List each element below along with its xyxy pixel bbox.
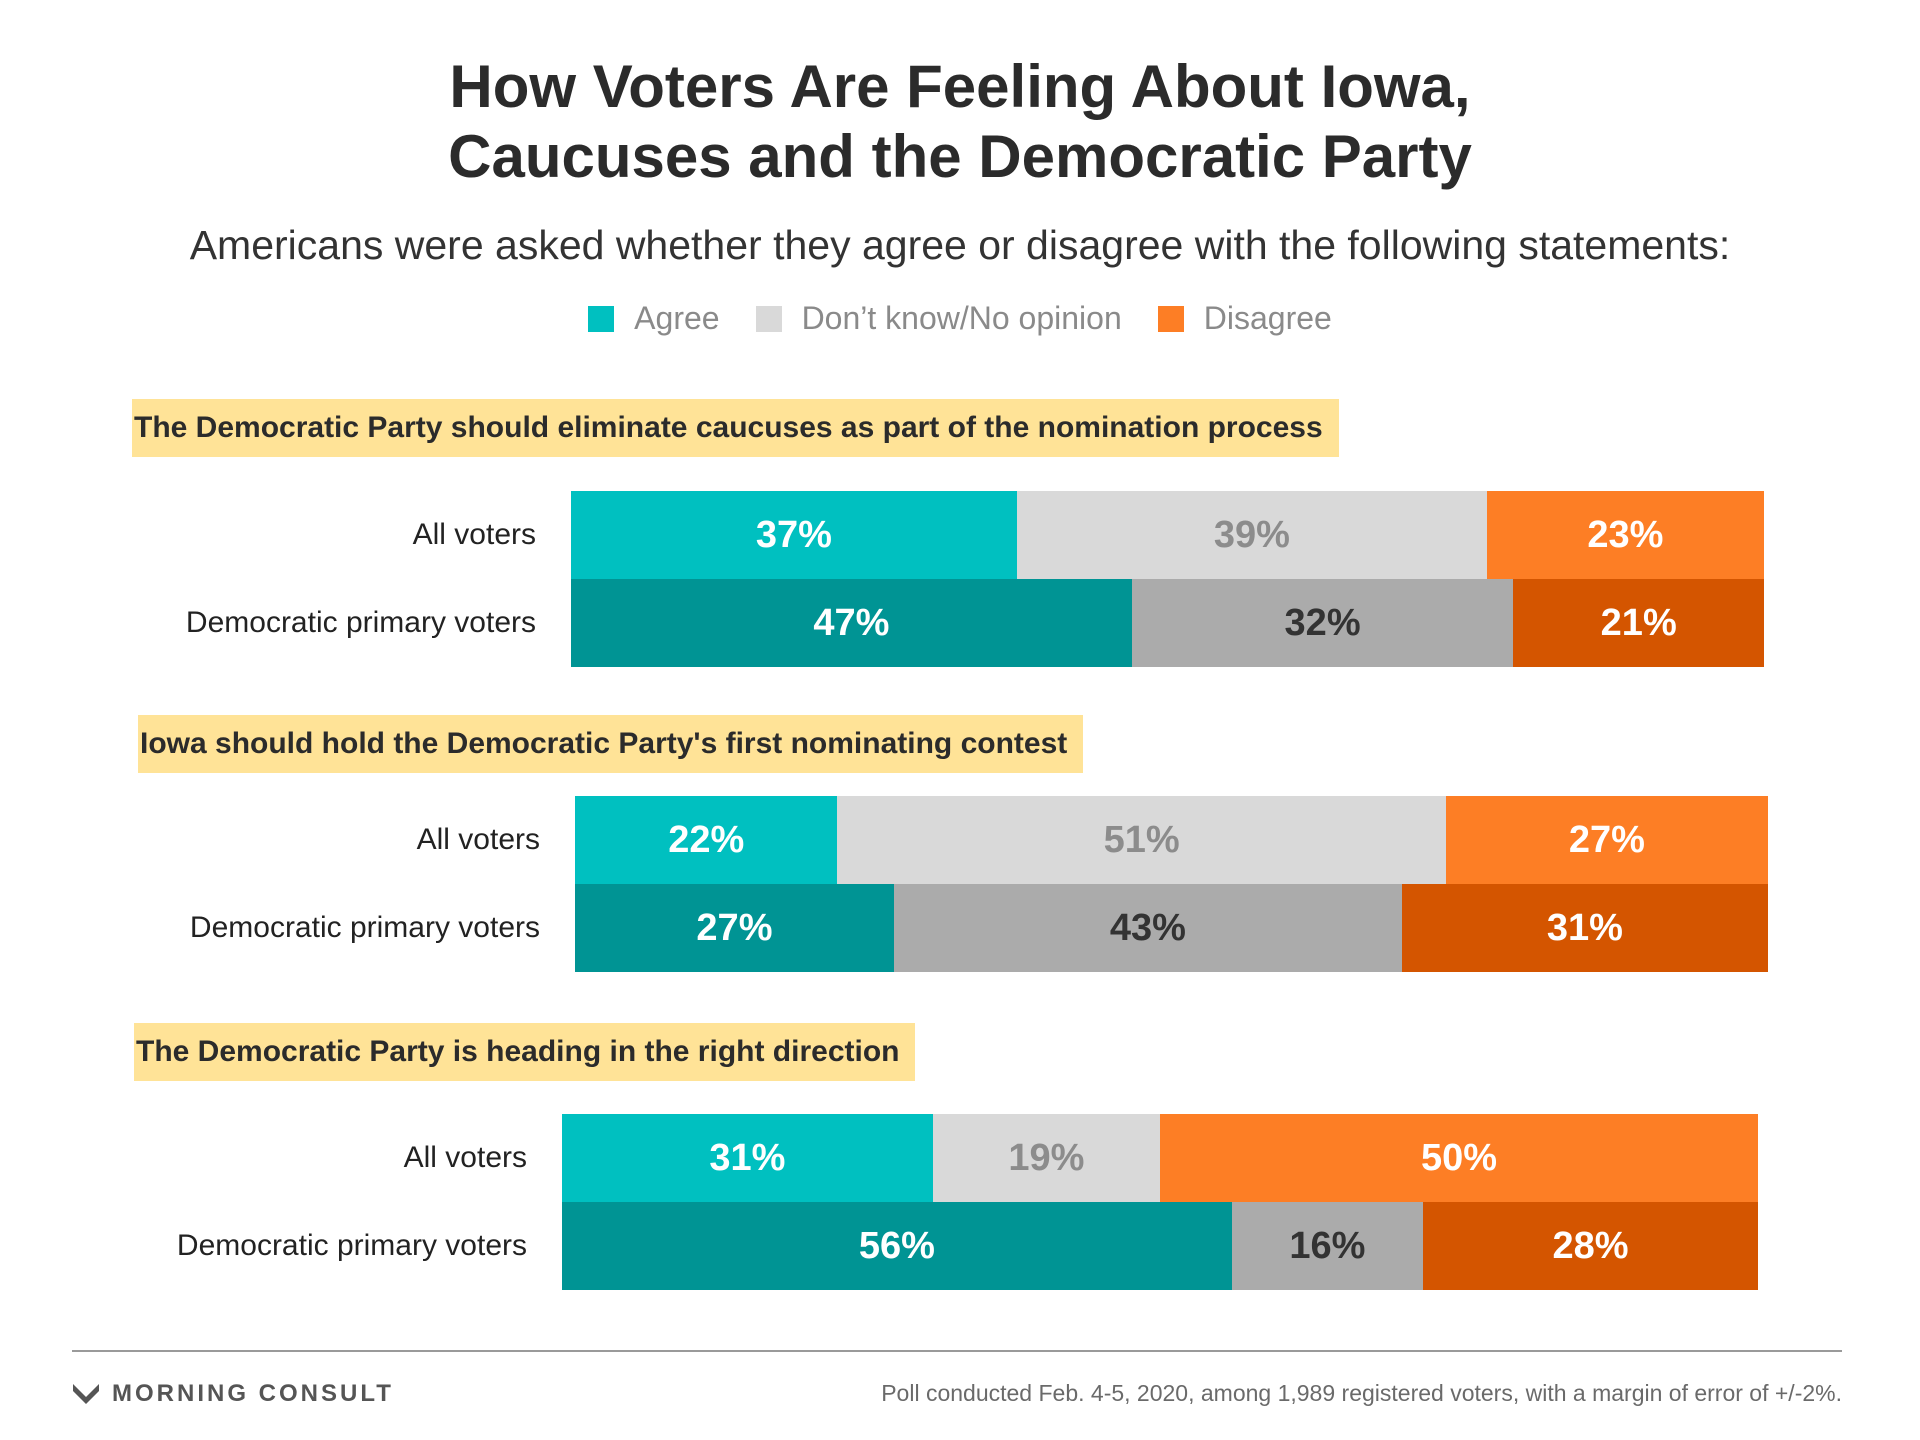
bar-row-2-all-voters: 22% 51% 27% (575, 796, 1768, 884)
bar-segment-no-opinion: 16% (1231, 1202, 1424, 1290)
bar-row-1-democratic-primary-voters: 47% 32% 21% (571, 579, 1764, 667)
legend-item-no-opinion: Don’t know/No opinion (755, 300, 1122, 337)
bar-row-2-democratic-primary-voters: 27% 43% 31% (575, 884, 1768, 972)
bar-segment-disagree: 50% (1159, 1114, 1758, 1202)
data-label: 19% (1008, 1136, 1085, 1179)
footer-note: Poll conducted Feb. 4-5, 2020, among 1,9… (881, 1380, 1842, 1406)
bar-segment-agree: 47% (571, 579, 1132, 667)
bar-row-1-all-voters: 37% 39% 23% (571, 491, 1764, 579)
row-label-all-voters: All voters (416, 823, 540, 856)
legend-swatch-agree (588, 305, 615, 332)
data-label: 16% (1289, 1224, 1366, 1267)
bar-row-3-all-voters: 31% 19% 50% (562, 1114, 1758, 1202)
bar-segment-agree: 22% (575, 796, 838, 884)
chart-title-line-2: Caucuses and the Democratic Party (448, 123, 1472, 190)
legend-swatch-no-opinion (755, 305, 782, 332)
data-label: 31% (709, 1136, 786, 1179)
bar-segment-agree: 56% (562, 1202, 1232, 1290)
bar-segment-disagree: 31% (1401, 884, 1768, 972)
footer-divider (72, 1350, 1842, 1352)
brand-name: MORNING CONSULT (112, 1380, 394, 1407)
row-label-democratic-primary-voters: Democratic primary voters (176, 1229, 527, 1262)
row-label-democratic-primary-voters: Democratic primary voters (185, 606, 536, 639)
chart-title-line-1: How Voters Are Feeling About Iowa, (449, 53, 1471, 120)
chart-title: How Voters Are Feeling About Iowa, Caucu… (0, 52, 1920, 192)
bar-segment-agree: 27% (575, 884, 894, 972)
legend-label-no-opinion: Don’t know/No opinion (801, 300, 1122, 336)
brand-logo: MORNING CONSULT (72, 1380, 394, 1408)
legend-swatch-disagree (1157, 305, 1184, 332)
data-label: 27% (1568, 818, 1645, 861)
legend: Agree Don’t know/No opinion Disagree (0, 300, 1920, 337)
data-label: 32% (1284, 601, 1361, 644)
row-label-all-voters: All voters (412, 518, 536, 551)
data-label: 23% (1587, 513, 1664, 556)
data-label: 56% (858, 1224, 935, 1267)
data-label: 37% (755, 513, 832, 556)
statement-label-2: Iowa should hold the Democratic Party's … (138, 715, 1084, 773)
data-label: 21% (1600, 601, 1677, 644)
legend-label-agree: Agree (634, 300, 720, 336)
chart-subtitle: Americans were asked whether they agree … (189, 222, 1731, 268)
morning-consult-icon (73, 1384, 99, 1404)
bar-segment-disagree: 23% (1486, 491, 1764, 579)
bar-segment-no-opinion: 32% (1131, 579, 1514, 667)
data-label: 47% (813, 601, 890, 644)
legend-label-disagree: Disagree (1203, 300, 1332, 336)
row-label-democratic-primary-voters: Democratic primary voters (189, 911, 540, 944)
data-label: 27% (696, 906, 773, 949)
data-label: 43% (1109, 906, 1186, 949)
bar-segment-no-opinion: 39% (1016, 491, 1487, 579)
data-label: 39% (1213, 513, 1290, 556)
data-label: 22% (668, 818, 745, 861)
bar-segment-no-opinion: 43% (893, 884, 1402, 972)
bar-row-3-democratic-primary-voters: 56% 16% 28% (562, 1202, 1758, 1290)
legend-item-disagree: Disagree (1157, 300, 1332, 337)
data-label: 50% (1420, 1136, 1498, 1179)
data-label: 51% (1103, 818, 1180, 861)
statement-label-3: The Democratic Party is heading in the r… (134, 1023, 916, 1081)
legend-item-agree: Agree (588, 300, 720, 337)
data-label: 28% (1552, 1224, 1629, 1267)
bar-segment-agree: 31% (562, 1114, 933, 1202)
bar-segment-disagree: 28% (1423, 1202, 1758, 1290)
statement-label-1: The Democratic Party should eliminate ca… (132, 399, 1339, 457)
row-label-all-voters: All voters (403, 1141, 527, 1174)
bar-segment-no-opinion: 19% (932, 1114, 1160, 1202)
data-label: 31% (1546, 906, 1623, 949)
bar-segment-disagree: 21% (1513, 579, 1764, 667)
bar-segment-agree: 37% (571, 491, 1017, 579)
bar-segment-no-opinion: 51% (837, 796, 1446, 884)
bar-segment-disagree: 27% (1445, 796, 1768, 884)
